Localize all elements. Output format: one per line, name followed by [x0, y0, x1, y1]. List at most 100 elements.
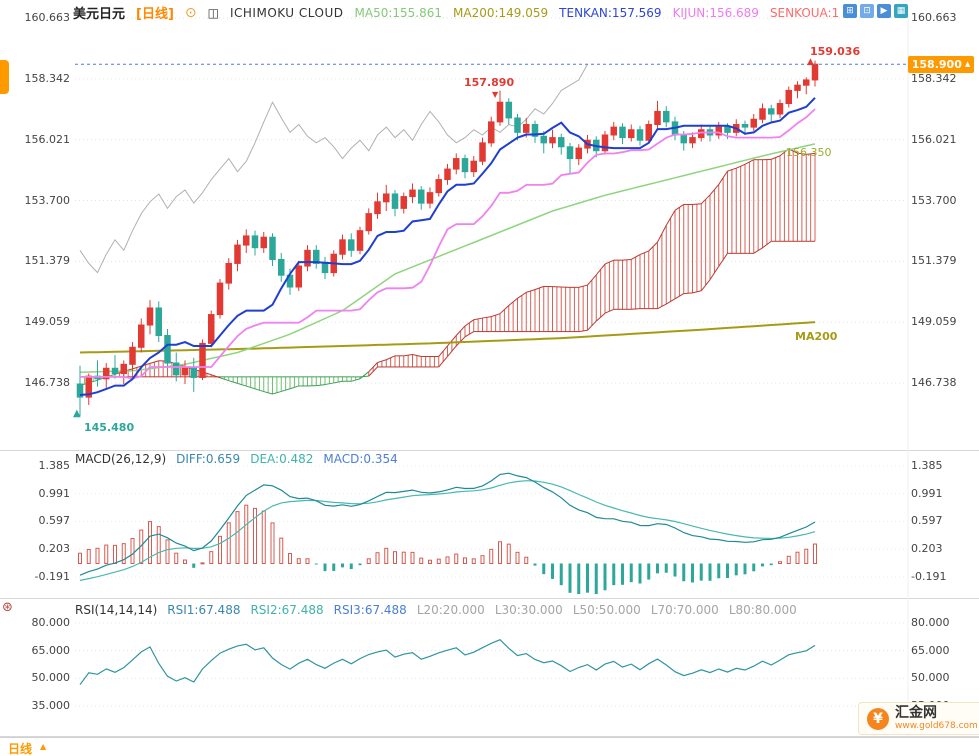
senkou-a-line: [692, 203, 702, 205]
eye-icon[interactable]: ⊙: [184, 4, 197, 21]
candle-body: [339, 239, 346, 255]
candle-body: [356, 230, 364, 251]
macd-hist-bar: [638, 563, 642, 584]
macd-hist-bar: [586, 563, 589, 593]
senkou-b-line: [604, 308, 614, 314]
candle-body: [129, 346, 136, 365]
macd-hist-bar: [463, 557, 467, 565]
senkou-a-line: [289, 385, 299, 390]
candle-body: [505, 101, 512, 119]
candle-body: [155, 307, 162, 337]
senkou-b-line: [595, 312, 606, 322]
senkou-b-line: [718, 253, 728, 267]
macd-hist-bar: [691, 563, 694, 583]
macd-hist-bar: [480, 555, 485, 564]
candle-body: [654, 110, 661, 125]
side-panel-tab[interactable]: [0, 60, 9, 94]
macd-diff-value: DIFF:0.659: [176, 452, 241, 466]
macd-hist-bar: [419, 557, 424, 564]
candle-body: [365, 213, 372, 232]
candle-body: [558, 137, 565, 148]
grid-icon[interactable]: ⊞: [843, 4, 857, 18]
period-label[interactable]: [日线]: [136, 7, 174, 22]
macd-hist-bar: [279, 537, 284, 565]
macd-hist-bar: [454, 553, 459, 565]
senkou-a-line: [149, 360, 159, 364]
site-logo: ¥ 汇金网 www.gold678.com: [858, 702, 979, 735]
ma200-line-label: MA200: [795, 330, 838, 343]
senkou-a-line: [351, 378, 361, 382]
senkou-a-line: [386, 355, 396, 361]
candle-body: [575, 147, 582, 160]
candle-body: [645, 123, 652, 141]
senkou-a-line: [359, 371, 370, 380]
candle-body: [663, 110, 670, 123]
macd-hist-bar: [358, 563, 362, 566]
senkou-a-line: [455, 325, 466, 336]
candle-body: [269, 236, 276, 260]
senkou-a-line: [604, 259, 614, 265]
macd-hist-bar: [778, 561, 782, 564]
panel-icon[interactable]: ⊡: [860, 4, 874, 18]
macd-hist-bar: [489, 548, 494, 564]
macd-hist-bar: [349, 563, 353, 570]
rsi-l20-value: L20:20.000: [416, 603, 485, 617]
macd-hist-bar: [323, 563, 327, 572]
candle-body: [461, 158, 469, 173]
macd-hist-bar: [506, 543, 511, 564]
macd-hist-bar: [314, 563, 318, 565]
candle-body: [374, 201, 381, 215]
macd-hist-bar: [717, 563, 721, 579]
candle-body: [260, 236, 267, 249]
kijun-line: [80, 108, 816, 380]
table-icon[interactable]: ▦: [894, 4, 908, 18]
senkou-a-line: [709, 184, 720, 196]
arrow-down-icon: ▼: [492, 90, 499, 99]
candle-body: [173, 362, 180, 376]
candle-body: [785, 89, 792, 105]
macd-hist-bar: [305, 558, 310, 564]
senkou-a-line: [254, 388, 264, 393]
macd-hist-bar: [682, 563, 686, 582]
senkou-a-line: [324, 382, 334, 386]
candle-body: [138, 324, 145, 348]
rsi-l50-value: L50:50.000: [572, 603, 641, 617]
senkou-b-line: [368, 366, 378, 377]
tab-daily[interactable]: 日线: [8, 742, 33, 756]
candle-body: [496, 101, 504, 123]
indicator-settings-icon[interactable]: ⊛: [2, 600, 13, 615]
senkou-a-line: [657, 225, 667, 243]
rsi-l80-value: L80:80.000: [728, 603, 797, 617]
macd-hist-bar: [734, 563, 738, 576]
tab-arrow-icon: ▲: [40, 742, 47, 751]
macd-hist-bar: [621, 563, 624, 585]
senkou-a-line: [333, 380, 343, 384]
senkou-a-line: [473, 317, 483, 321]
macd-hist-bar: [752, 563, 756, 572]
senkou-a-line: [665, 210, 676, 226]
senkou-b-line: [674, 293, 685, 300]
candle-body: [514, 117, 521, 133]
logo-site-url: www.gold678.com: [895, 721, 978, 731]
candle-body: [208, 314, 215, 344]
senkou-a-line: [700, 194, 711, 205]
macd-hist-bar: [699, 563, 703, 581]
macd-hist-bar: [253, 507, 257, 564]
play-icon[interactable]: ▶: [877, 4, 891, 18]
senkou-a-line: [368, 362, 378, 373]
candle-body: [794, 84, 801, 91]
senkou-a-line: [797, 152, 807, 155]
annotation-swing-high: 157.890: [464, 76, 515, 89]
macd-hist-bar: [533, 563, 537, 566]
senkou-a-line: [438, 345, 448, 357]
senkou-a-line: [263, 391, 273, 395]
candle-body: [111, 367, 119, 375]
macd-hist-bar: [498, 541, 502, 565]
candle-body: [348, 239, 355, 251]
rsi3-value: RSI3:67.488: [333, 603, 407, 617]
indicator-name[interactable]: ICHIMOKU CLOUD: [229, 5, 344, 20]
macd-hist-bar: [165, 539, 170, 564]
tenkan-value: TENKAN:157.569: [559, 5, 662, 20]
